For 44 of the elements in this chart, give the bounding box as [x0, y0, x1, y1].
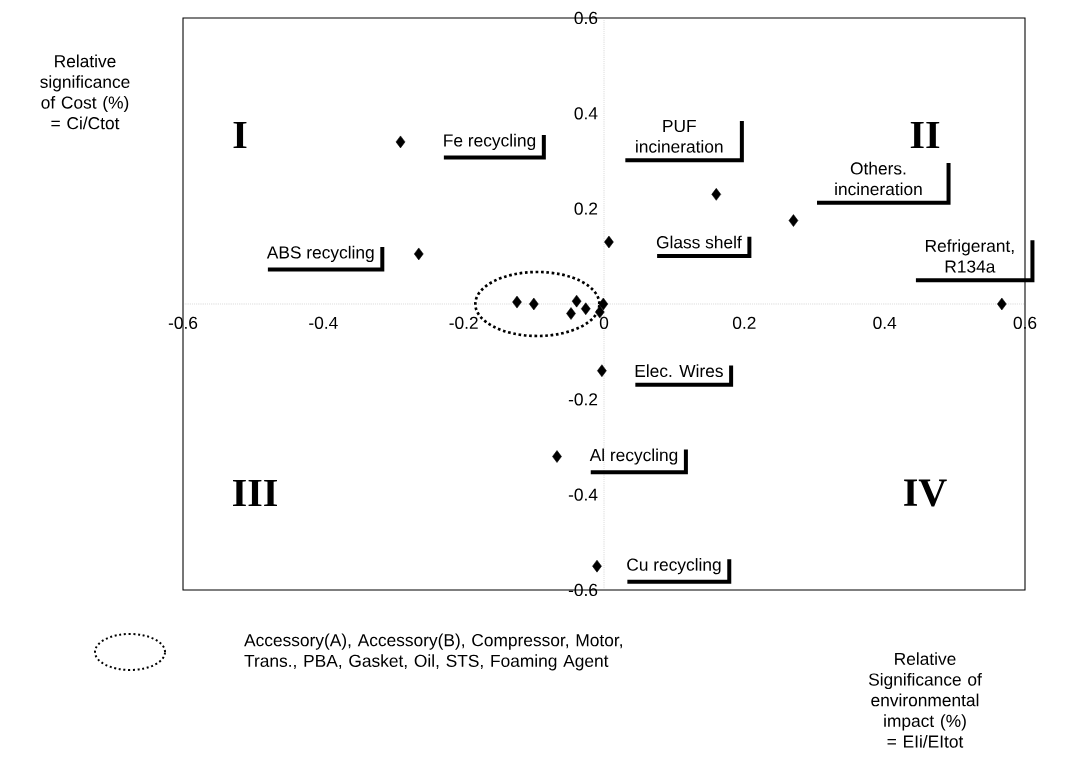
y-tick-label: 0.4 [574, 107, 598, 120]
x-tick-label: 0 [599, 316, 609, 329]
point [597, 364, 607, 377]
point [395, 135, 406, 149]
annotation: Al recycling [589, 448, 678, 465]
y-axis-title: Relative significance of Cost (%) = Ci/Ctot [40, 54, 130, 130]
y-tick-label: -0.2 [568, 393, 598, 406]
x-tick-label: 0.4 [873, 316, 897, 329]
point [566, 307, 576, 320]
point [592, 559, 602, 573]
point [571, 294, 582, 308]
y-tick-label: -0.6 [568, 583, 598, 597]
annotation: I [233, 121, 247, 149]
point [997, 297, 1007, 311]
annotation: Fe recycling [444, 133, 536, 150]
point [711, 188, 722, 201]
point [580, 302, 591, 316]
annotation: III [233, 479, 277, 507]
annotation: II [910, 121, 940, 149]
x-tick-label: -0.2 [449, 316, 478, 329]
annotation: Glass shelf [656, 235, 742, 249]
point [552, 450, 562, 463]
annotation: ABS recycling [266, 245, 374, 263]
x-tick-label: 0.6 [1013, 316, 1037, 329]
y-tick-label: 0.2 [574, 202, 598, 215]
point [788, 214, 799, 227]
x-tick-label: 0.2 [732, 316, 756, 329]
y-tick-label: -0.4 [568, 488, 598, 501]
point [512, 295, 522, 309]
point [413, 247, 424, 261]
annotation: IV [904, 479, 947, 507]
x-tick-label: -0.4 [309, 316, 338, 329]
annotation: Cu recycling [627, 558, 721, 575]
text: Accessory(A), Accessory(B), Compressor, Motor, Trans., PBA, Gasket, Oil, STS, Foaming Agent [244, 633, 622, 671]
annotation: Elec. Wires [635, 364, 723, 378]
point [604, 235, 614, 249]
x-axis-title: Relative Significance of environmental impact (%) = EIi/EItot [868, 652, 982, 748]
annotation: Refrigerant, R134a [925, 239, 1014, 273]
annotation: Others. incineration [835, 161, 922, 196]
annotation: PUF incineration [636, 119, 723, 153]
x-tick-label: -0.6 [168, 316, 198, 329]
point [529, 297, 539, 311]
y-tick-label: 0.6 [574, 11, 598, 25]
point [598, 297, 609, 311]
